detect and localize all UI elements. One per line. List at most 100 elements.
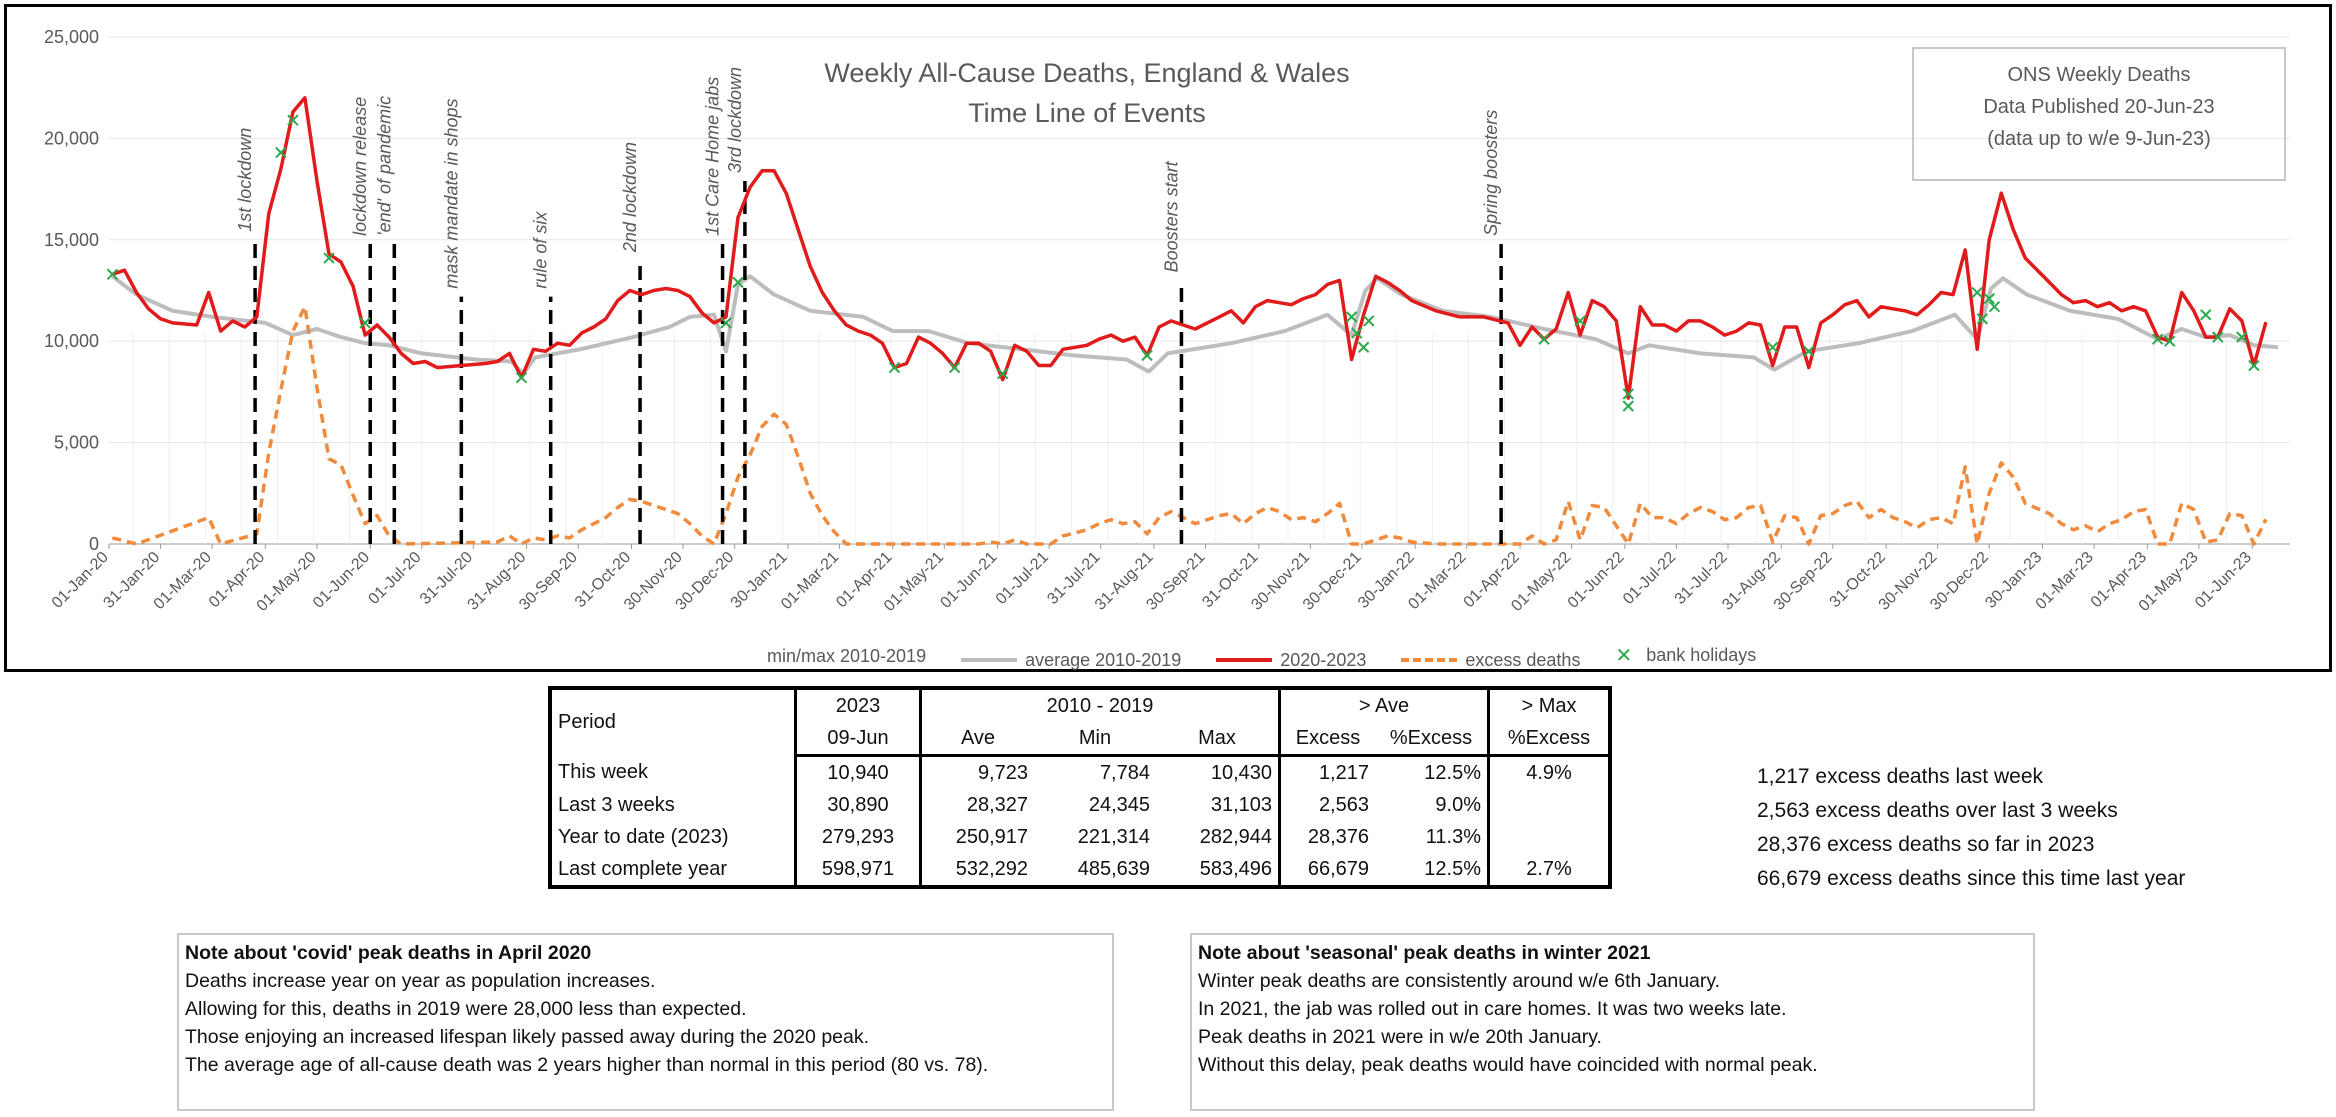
series-excess-line: [111, 304, 2268, 546]
cell-value: 28,327: [919, 789, 1034, 821]
cell-value: 279,293: [794, 821, 921, 853]
series-2020-2023-line: [111, 96, 2268, 400]
legend-label: min/max 2010-2019: [767, 646, 927, 666]
bank-holiday-marker: [275, 146, 287, 159]
bank-holiday-marker: [1988, 301, 2001, 313]
side-note: 1,217 excess deaths last week: [1757, 765, 2044, 788]
y-tick-label: 15,000: [44, 230, 99, 250]
table-subheader: Min: [1034, 722, 1156, 757]
note-line: Deaths increase year on year as populati…: [185, 970, 656, 992]
event-label: 3rd lockdown: [725, 67, 745, 173]
cell-value: 2.7%: [1487, 853, 1610, 887]
bank-holiday-marker: [1538, 333, 1550, 345]
chart-title-line: Weekly All-Cause Deaths, England & Wales: [824, 58, 1350, 88]
event-label: Spring boosters: [1481, 110, 1501, 236]
cell-value: 221,314: [1077, 825, 1150, 848]
cell-value: 9.0%: [1435, 793, 1481, 816]
x-tick-label: 01-Jul-21: [993, 549, 1052, 608]
x-tick-label: 01-Jul-20: [365, 549, 424, 608]
cell-value: 11.3%: [1425, 825, 1481, 848]
y-tick-label: 0: [89, 534, 99, 554]
cell-value: [1487, 789, 1610, 821]
bank-holiday-marker: [888, 361, 901, 374]
bank-holiday-marker: [948, 361, 961, 374]
x-tick-label: 01-Jun-22: [1565, 549, 1628, 612]
bank-holiday-marker: [1971, 286, 1983, 299]
bank-holiday-marker: [1766, 341, 1779, 353]
table-header-above-ave: > Ave: [1278, 688, 1489, 722]
cell-value: 250,917: [919, 821, 1034, 853]
cell-value: 9,723: [919, 755, 1034, 789]
table-subheader-row: 09-Jun Ave Min Max Excess %Excess %Exces…: [550, 722, 1610, 757]
bank-holiday-marker: [1976, 313, 1989, 325]
bank-holiday-marker: [1622, 400, 1635, 412]
table-header-2023: 2023: [794, 688, 921, 722]
cell-value: 7,784: [1099, 761, 1150, 784]
legend-label: excess deaths: [1465, 649, 1581, 670]
x-marker-icon: ✕: [1615, 645, 1633, 667]
table-row: Last 3 weeks 30,890 28,327 24,345 31,103…: [550, 789, 1610, 821]
table-subheader: Excess: [1278, 722, 1375, 757]
cell-period: This week: [558, 760, 649, 783]
cell-value: 12.5%: [1424, 857, 1481, 880]
legend-item-excess: excess deaths: [1393, 650, 1580, 671]
info-line: (data up to w/e 9-Jun-23): [1987, 128, 2211, 150]
bank-holiday-marker: [2200, 309, 2212, 321]
chart-plot: 05,00010,00015,00020,00025,00001-Jan-203…: [44, 27, 2290, 615]
y-tick-label: 25,000: [44, 27, 99, 47]
legend-label: bank holidays: [1646, 645, 1757, 665]
bank-holiday-marker: [1141, 349, 1153, 362]
bank-holiday-marker: [1574, 315, 1586, 327]
event-label: mask mandate in shops: [441, 98, 461, 288]
note-heading: Note about 'seasonal' peak deaths in win…: [1198, 942, 1651, 964]
event-label: 1st lockdown: [235, 128, 255, 232]
bank-holiday-marker: [732, 276, 744, 289]
bank-holiday-marker: [359, 317, 371, 329]
side-notes: 1,217 excess deaths last week 2,563 exce…: [1757, 760, 2185, 896]
cell-value: 598,971: [794, 853, 921, 887]
cell-value: [1487, 821, 1610, 853]
legend-label: average 2010-2019: [1025, 649, 1182, 670]
table-row: Year to date (2023) 279,293 250,917 221,…: [550, 821, 1610, 853]
note-line: Those enjoying an increased lifespan lik…: [185, 1026, 870, 1048]
y-tick-label: 10,000: [44, 331, 99, 351]
note-line: Winter peak deaths are consistently arou…: [1198, 970, 1721, 992]
bank-holiday-marker: [106, 268, 119, 280]
bank-holiday-marker: [1345, 311, 1358, 323]
event-label: Boosters start: [1161, 160, 1181, 272]
cell-value: 12.5%: [1424, 761, 1481, 784]
cell-period: Year to date (2023): [558, 825, 729, 848]
legend-label: 2020-2023: [1280, 649, 1367, 670]
cell-value: 24,345: [1088, 793, 1150, 816]
bank-holiday-marker: [1983, 292, 1995, 305]
bank-holiday-marker: [2163, 335, 2176, 347]
chart-subtitle-line: Time Line of Events: [968, 98, 1206, 128]
bank-holiday-marker: [2151, 333, 2164, 345]
bank-holiday-marker: [1622, 388, 1635, 400]
x-tick-label: 01-Jun-20: [310, 549, 373, 612]
info-line: ONS Weekly Deaths: [2007, 64, 2191, 86]
cell-value: 2,563: [1278, 789, 1375, 821]
legend-item-minmax: min/max 2010-2019: [767, 646, 926, 667]
legend: min/max 2010-2019 average 2010-2019 2020…: [767, 643, 1778, 671]
info-box: ONS Weekly Deaths Data Published 20-Jun-…: [1912, 47, 2286, 181]
table-subheader: %Excess: [1487, 722, 1610, 757]
bank-holiday-marker: [515, 371, 528, 384]
event-label: 'end' of pandemic: [374, 96, 394, 236]
chart-title: Weekly All-Cause Deaths, England & Wales…: [767, 53, 1407, 133]
note-line: Allowing for this, deaths in 2019 were 2…: [185, 998, 747, 1020]
legend-item-bank-holidays: ✕ bank holidays: [1607, 643, 1756, 668]
legend-swatch: [961, 658, 1018, 662]
cell-value: 66,679: [1278, 853, 1375, 887]
bank-holiday-marker: [2248, 359, 2260, 372]
table-subheader: Ave: [919, 722, 1034, 757]
bank-holiday-marker: [2236, 331, 2248, 343]
cell-value: 485,639: [1077, 857, 1150, 880]
note-covid: Note about 'covid' peak deaths in April …: [177, 933, 1114, 1111]
note-line: In 2021, the jab was rolled out in care …: [1198, 998, 1787, 1020]
event-label: rule of six: [531, 211, 551, 289]
x-tick-label: 01-Jun-23: [2192, 549, 2255, 612]
cell-value: 532,292: [919, 853, 1034, 887]
table-row: Last complete year 598,971 532,292 485,6…: [550, 853, 1610, 887]
cell-value: 10,940: [794, 755, 921, 789]
